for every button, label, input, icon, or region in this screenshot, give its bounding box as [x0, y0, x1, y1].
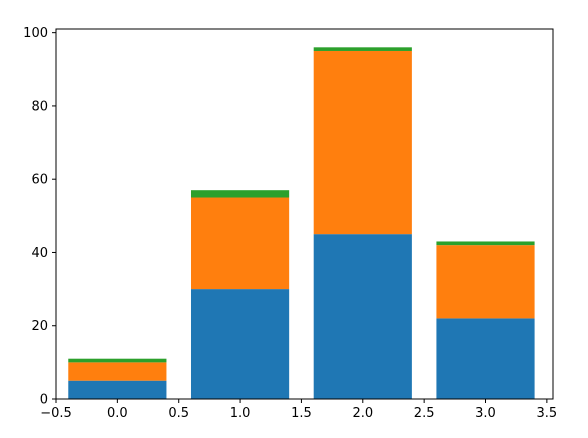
x-tick-label: 0.5: [168, 406, 189, 421]
y-tick-label: 20: [31, 319, 48, 334]
y-tick-label: 80: [31, 99, 48, 114]
bar-segment-s1-x0: [68, 362, 167, 381]
plot-frame: [55, 28, 554, 400]
bar-segment-s0-x1: [190, 289, 290, 399]
bar-segment-s2-x2: [313, 47, 412, 51]
y-tick-label: 40: [31, 246, 48, 261]
bar-segment-s1-x3: [436, 245, 535, 319]
bar-segment-s2-x3: [436, 241, 535, 246]
x-tick-label: 3.0: [475, 406, 496, 421]
bar-segment-s0-x0: [68, 380, 167, 399]
x-tick-label: 0.0: [107, 406, 128, 421]
bar-segment-s2-x0: [68, 358, 167, 363]
x-axis-ticks: −0.5 0.0 0.5 1.0 1.5 2.0 2.5 3.0 3.5: [40, 399, 557, 421]
x-tick-label: 1.5: [291, 406, 312, 421]
bar-segment-s1-x2: [313, 50, 412, 235]
x-tick-label: −0.5: [40, 406, 72, 421]
bar-segment-s0-x2: [313, 234, 412, 399]
y-tick-label: 60: [31, 173, 48, 188]
x-tick-label: 1.0: [230, 406, 251, 421]
bar-segment-s1-x1: [190, 197, 290, 290]
bar-segment-s2-x1: [190, 190, 290, 198]
y-tick-label: 100: [23, 26, 48, 41]
x-tick-label: 3.5: [537, 406, 558, 421]
x-tick-label: 2.0: [352, 406, 373, 421]
bars-layer: [68, 47, 535, 399]
y-tick-label: 0: [40, 393, 48, 408]
bar-segment-s0-x3: [436, 318, 535, 399]
x-tick-label: 2.5: [414, 406, 435, 421]
y-axis-ticks: 0 20 40 60 80 100: [23, 26, 56, 408]
